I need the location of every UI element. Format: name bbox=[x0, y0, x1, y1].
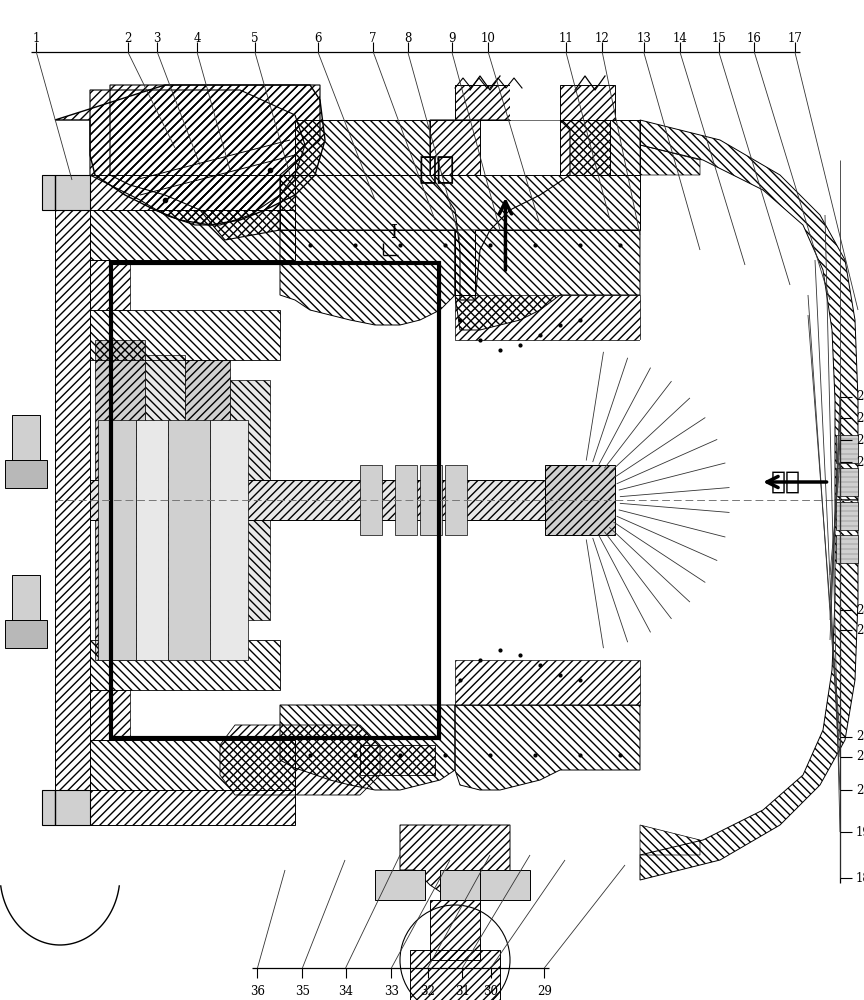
Bar bbox=[111, 263, 439, 738]
Text: 16: 16 bbox=[746, 31, 762, 44]
Bar bbox=[145, 355, 185, 645]
Text: 13: 13 bbox=[636, 31, 651, 44]
Bar bbox=[440, 870, 490, 900]
Text: 34: 34 bbox=[338, 985, 353, 998]
Text: 23: 23 bbox=[856, 624, 864, 637]
Text: 33: 33 bbox=[384, 985, 399, 998]
Text: 36: 36 bbox=[250, 985, 265, 998]
Bar bbox=[12, 575, 40, 625]
Bar bbox=[5, 620, 47, 648]
Bar bbox=[836, 502, 858, 530]
Bar bbox=[42, 790, 90, 825]
Bar bbox=[98, 420, 136, 660]
Bar bbox=[230, 380, 270, 620]
Text: 21: 21 bbox=[856, 730, 864, 744]
Text: I: I bbox=[390, 224, 397, 242]
Polygon shape bbox=[430, 120, 570, 300]
Text: 14: 14 bbox=[672, 31, 688, 44]
Text: 4: 4 bbox=[194, 31, 200, 44]
Text: 27: 27 bbox=[856, 412, 864, 424]
Polygon shape bbox=[640, 330, 810, 670]
Text: 10: 10 bbox=[480, 31, 496, 44]
Bar bbox=[836, 435, 858, 463]
Text: 1: 1 bbox=[33, 31, 40, 44]
Bar bbox=[836, 468, 858, 496]
Bar bbox=[545, 465, 615, 535]
Text: 30: 30 bbox=[483, 985, 499, 998]
Bar bbox=[395, 465, 417, 535]
Text: 12: 12 bbox=[594, 31, 610, 44]
Text: 26: 26 bbox=[856, 434, 864, 446]
Text: 22: 22 bbox=[856, 750, 864, 764]
Text: 6: 6 bbox=[314, 31, 321, 44]
Text: 20: 20 bbox=[856, 784, 864, 796]
Bar bbox=[375, 870, 425, 900]
Bar bbox=[5, 460, 47, 488]
Text: 进气: 进气 bbox=[772, 470, 801, 494]
Bar bbox=[480, 870, 530, 900]
Bar bbox=[360, 465, 382, 535]
Polygon shape bbox=[90, 480, 545, 520]
Bar bbox=[136, 420, 168, 660]
Text: 3: 3 bbox=[154, 31, 161, 44]
Text: 29: 29 bbox=[537, 985, 552, 998]
Text: 28: 28 bbox=[856, 390, 864, 403]
Text: 25: 25 bbox=[856, 456, 864, 468]
Text: 15: 15 bbox=[711, 31, 727, 44]
Text: 17: 17 bbox=[787, 31, 803, 44]
Text: 19: 19 bbox=[856, 826, 864, 838]
Text: 7: 7 bbox=[370, 31, 377, 44]
Bar bbox=[420, 465, 442, 535]
Text: 5: 5 bbox=[251, 31, 258, 44]
Bar bbox=[210, 420, 248, 660]
Bar bbox=[12, 415, 40, 465]
Bar bbox=[185, 360, 230, 640]
Text: 8: 8 bbox=[404, 31, 411, 44]
Bar bbox=[95, 340, 145, 660]
Text: 11: 11 bbox=[558, 31, 574, 44]
Text: 24: 24 bbox=[856, 603, 864, 616]
Bar bbox=[42, 175, 90, 210]
Bar bbox=[445, 465, 467, 535]
Bar bbox=[168, 420, 210, 660]
Text: 2: 2 bbox=[124, 31, 131, 44]
Text: 排气: 排气 bbox=[418, 155, 454, 184]
Text: 32: 32 bbox=[420, 985, 435, 998]
Text: 31: 31 bbox=[454, 985, 470, 998]
Text: 35: 35 bbox=[295, 985, 310, 998]
Bar bbox=[836, 535, 858, 563]
Bar bbox=[510, 85, 560, 120]
Text: 9: 9 bbox=[448, 31, 455, 44]
Text: 18: 18 bbox=[856, 871, 864, 884]
